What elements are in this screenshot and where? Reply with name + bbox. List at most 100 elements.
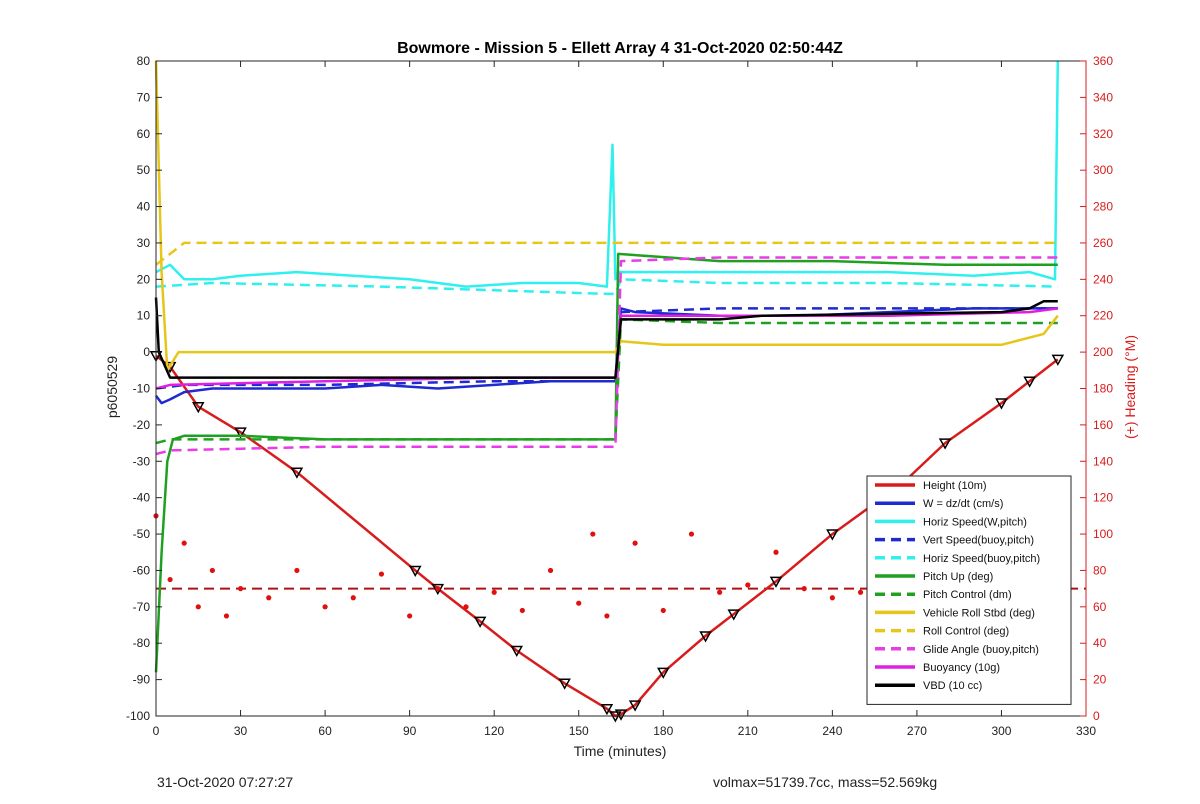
x-tick-label: 210 xyxy=(738,724,758,738)
y-tick-label-right: 220 xyxy=(1093,309,1113,323)
y-tick-label-left: 70 xyxy=(137,90,151,104)
heading-point xyxy=(195,604,201,610)
heading-point xyxy=(829,595,835,601)
y-tick-label-right: 100 xyxy=(1093,527,1113,541)
heading-point xyxy=(519,607,525,614)
footer-mass-info: volmax=51739.7cc, mass=52.569kg xyxy=(713,774,938,790)
series-line-horiz-speed-w-pitch xyxy=(155,60,1060,288)
y-axis-label-right: (+) Heading (°M) xyxy=(1122,335,1138,439)
y-tick-label-right: 0 xyxy=(1093,709,1100,723)
y-tick-label-left: 60 xyxy=(137,127,151,141)
x-tick-label: 120 xyxy=(484,724,504,738)
series-line-vbd-10-cc xyxy=(154,297,1058,379)
series-line-glide-angle-buoy-pitch xyxy=(155,256,1058,456)
y-tick-label-left: -90 xyxy=(133,673,151,687)
legend-entry: Pitch Control (dm) xyxy=(923,589,1012,601)
chart-title: Bowmore - Mission 5 - Ellett Array 4 31-… xyxy=(397,40,843,57)
legend-entry: Pitch Up (deg) xyxy=(923,571,993,583)
y-axis-label-left: p6050529 xyxy=(104,356,120,419)
y-tick-label-right: 60 xyxy=(1093,600,1107,614)
x-tick-label: 330 xyxy=(1076,724,1096,738)
y-tick-label-left: 10 xyxy=(137,309,151,323)
heading-point xyxy=(435,586,441,592)
height-marker xyxy=(727,609,741,621)
height-marker xyxy=(699,631,712,643)
heading-point xyxy=(590,531,596,537)
x-tick-label: 150 xyxy=(569,724,589,738)
height-marker xyxy=(614,709,628,721)
heading-point xyxy=(209,567,215,574)
heading-point xyxy=(801,586,807,592)
y-tick-label-right: 320 xyxy=(1093,127,1113,141)
series-line-vert-speed-buoy-pitch xyxy=(155,307,1058,390)
y-tick-label-left: 50 xyxy=(137,163,151,177)
heading-point xyxy=(632,540,638,546)
legend-entry: Vehicle Roll Stbd (deg) xyxy=(923,607,1035,619)
x-tick-label: 270 xyxy=(907,724,927,738)
height-marker xyxy=(191,401,205,414)
x-tick-label: 30 xyxy=(234,724,248,738)
heading-point xyxy=(660,607,666,614)
y-tick-label-right: 340 xyxy=(1093,90,1113,104)
height-marker xyxy=(290,467,304,479)
y-tick-label-right: 200 xyxy=(1093,345,1113,359)
y-tick-label-left: 30 xyxy=(137,236,151,250)
heading-point xyxy=(857,589,864,595)
height-marker xyxy=(600,703,614,716)
heading-point xyxy=(223,613,230,619)
y-tick-label-right: 260 xyxy=(1093,236,1113,250)
x-tick-label: 240 xyxy=(822,724,842,738)
x-axis-label: Time (minutes) xyxy=(574,743,667,759)
heading-point xyxy=(717,589,723,595)
y-tick-label-left: 80 xyxy=(137,54,151,68)
heading-point xyxy=(576,600,582,606)
x-tick-label: 0 xyxy=(153,724,160,738)
heading-point xyxy=(745,582,751,588)
legend-entry: Buoyancy (10g) xyxy=(923,662,1000,674)
legend: Height (10m) W = dz/dt (cm/s) Horiz Speed(… xyxy=(866,475,1072,705)
y-tick-label-right: 360 xyxy=(1093,54,1113,68)
height-marker xyxy=(995,398,1008,410)
series-line-vehicle-roll-stbd-deg xyxy=(154,60,1059,372)
heading-point xyxy=(266,595,272,601)
series-line-pitch-control-dm xyxy=(155,318,1058,445)
y-tick-label-right: 160 xyxy=(1093,418,1113,432)
height-marker xyxy=(826,529,839,541)
height-marker xyxy=(1051,354,1065,366)
y-tick-label-right: 300 xyxy=(1093,163,1113,177)
heading-point xyxy=(773,549,779,555)
legend-entry: Horiz Speed(W,pitch) xyxy=(923,516,1027,528)
y-tick-label-left: 0 xyxy=(143,345,150,359)
heading-point xyxy=(463,604,469,610)
y-tick-label-right: 140 xyxy=(1093,454,1113,468)
height-marker xyxy=(473,616,487,628)
height-marker xyxy=(628,700,642,712)
series-line-horiz-speed-buoy-pitch xyxy=(155,278,1058,296)
y-tick-label-left: -50 xyxy=(133,527,151,541)
heading-point xyxy=(322,604,328,610)
height-marker xyxy=(510,645,524,658)
height-marker xyxy=(234,427,247,439)
y-tick-label-right: 280 xyxy=(1093,200,1113,214)
y-tick-label-right: 20 xyxy=(1093,673,1107,687)
x-tick-label: 90 xyxy=(403,724,417,738)
legend-entry: VBD (10 cc) xyxy=(923,680,982,692)
y-tick-label-right: 180 xyxy=(1093,382,1113,396)
y-tick-label-left: -60 xyxy=(133,563,151,577)
heading-point xyxy=(688,531,695,537)
y-tick-label-right: 240 xyxy=(1093,272,1113,286)
y-tick-label-right: 40 xyxy=(1093,636,1107,650)
x-tick-label: 300 xyxy=(991,724,1011,738)
heading-point xyxy=(604,613,610,619)
legend-entry: W = dz/dt (cm/s) xyxy=(923,498,1003,510)
legend-entry: Vert Speed(buoy,pitch) xyxy=(923,535,1034,547)
y-tick-label-left: -80 xyxy=(133,636,151,650)
y-tick-label-left: 40 xyxy=(137,200,151,214)
y-tick-label-left: 20 xyxy=(137,272,151,286)
heading-point xyxy=(491,589,497,595)
heading-point xyxy=(407,613,413,619)
series-line-roll-control-deg xyxy=(155,241,1058,266)
height-marker xyxy=(656,667,670,679)
heading-point xyxy=(237,586,244,592)
legend-entry: Height (10m) xyxy=(923,480,987,492)
